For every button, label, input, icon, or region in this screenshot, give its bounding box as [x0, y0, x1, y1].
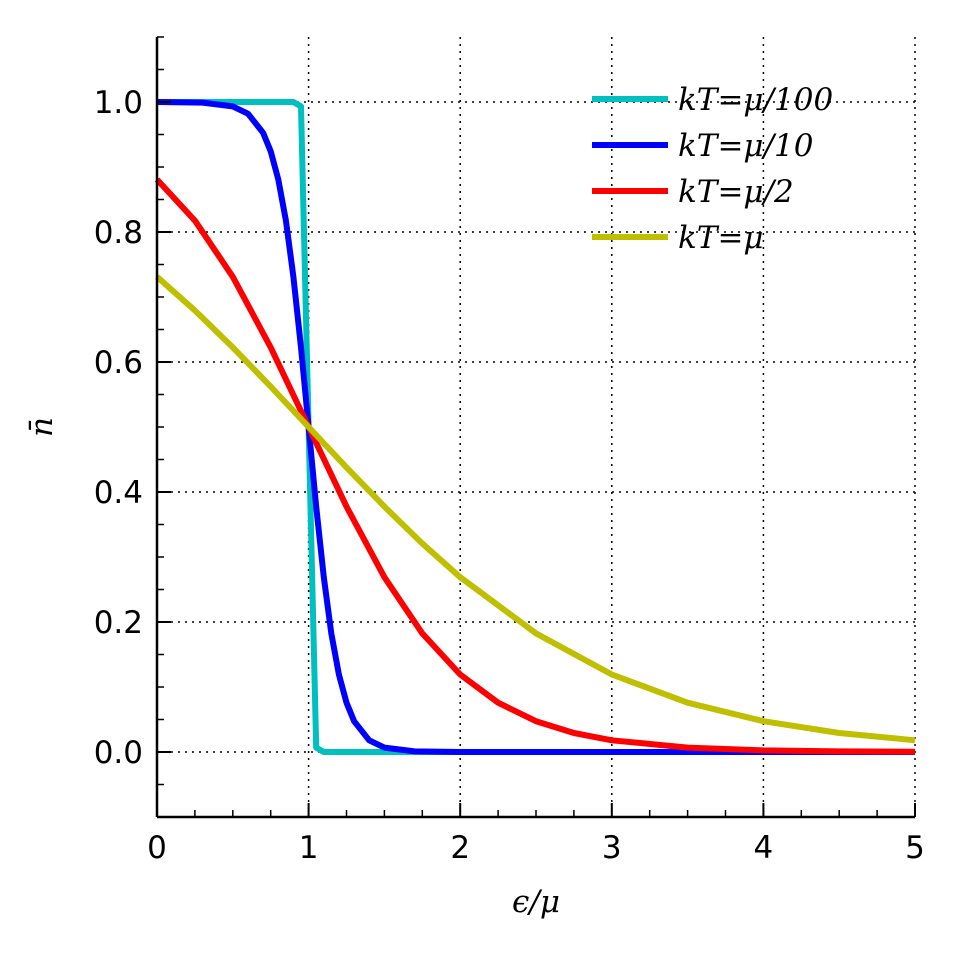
x-tick-label: 3: [602, 830, 622, 866]
x-tick-label: 1: [299, 830, 319, 866]
x-tick-label: 2: [450, 830, 470, 866]
y-tick-label: 0.4: [94, 475, 143, 511]
legend-label-2: kT=μ/2: [678, 174, 794, 210]
legend-label-3: kT=μ: [678, 220, 764, 256]
y-tick-label: 0.8: [94, 215, 143, 251]
x-tick-label: 4: [754, 830, 774, 866]
series-layer: [154, 99, 916, 755]
x-tick-label: 0: [147, 830, 167, 866]
y-tick-label: 1.0: [94, 85, 143, 121]
x-tick-label: 5: [905, 830, 925, 866]
series-line-1: [156, 99, 915, 755]
series-line-3: [155, 274, 916, 744]
tick-labels: 0 1 2 3 4 5 0.0 0.2 0.4 0.6 0.8 1.0: [94, 85, 925, 866]
x-axis-label: ϵ/μ: [512, 884, 560, 920]
legend-label-1: kT=μ/10: [678, 128, 813, 164]
series-line-0: [157, 99, 915, 755]
series-line-2: [154, 177, 916, 755]
y-tick-label: 0.6: [94, 345, 143, 381]
y-tick-label: 0.2: [94, 605, 143, 641]
axes: [155, 36, 916, 819]
y-tick-label: 0.0: [94, 735, 143, 771]
legend: kT=μ/100 kT=μ/10 kT=μ/2 kT=μ: [592, 82, 833, 256]
legend-label-0: kT=μ/100: [678, 82, 833, 118]
y-axis-label: n̄: [24, 417, 60, 437]
